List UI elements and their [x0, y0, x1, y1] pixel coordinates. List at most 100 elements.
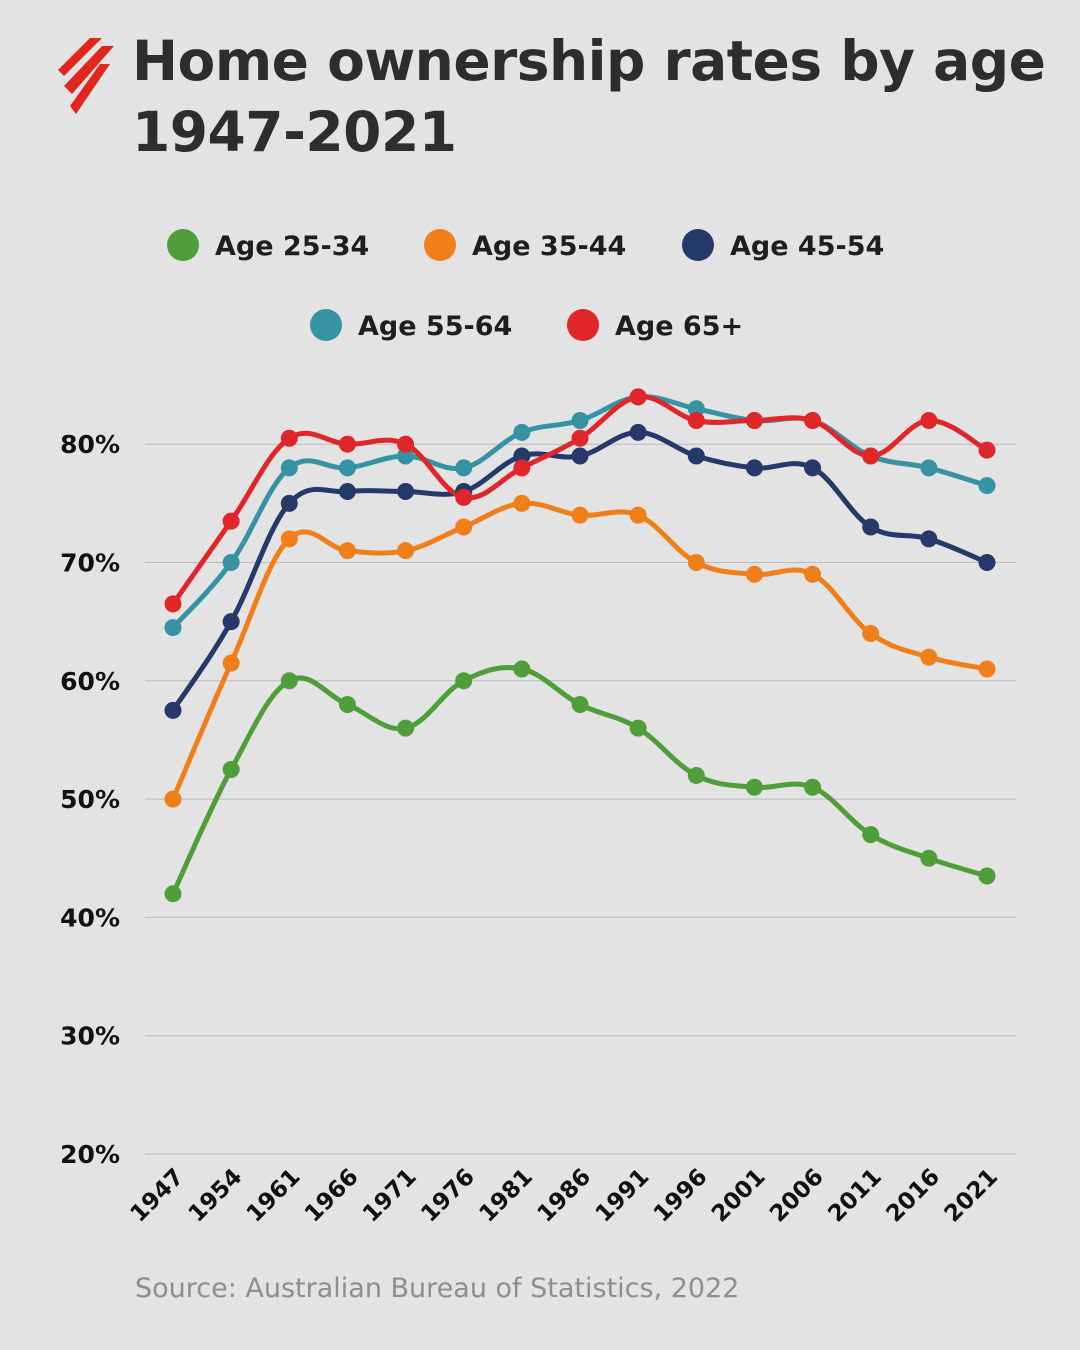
y-tick-label: 40% [60, 903, 120, 932]
chart-title-line-2: 1947-2021 [132, 100, 457, 164]
data-point [687, 766, 705, 784]
x-tick-label: 1976 [416, 1164, 480, 1228]
sbs-logo-icon [58, 38, 114, 114]
data-point [978, 477, 996, 495]
data-point [397, 483, 415, 501]
data-point [338, 695, 356, 713]
data-point [222, 761, 240, 779]
data-point [804, 778, 822, 796]
data-point [280, 672, 298, 690]
legend-marker [167, 229, 199, 261]
data-point [513, 423, 531, 441]
data-point [920, 648, 938, 666]
chart-title: Home ownership rates by age 1947-2021 [132, 26, 1052, 168]
data-point [397, 542, 415, 560]
x-tick-label: 1966 [300, 1164, 364, 1228]
data-point [222, 654, 240, 672]
x-tick-label: 2011 [823, 1164, 887, 1228]
y-tick-label: 20% [60, 1140, 120, 1169]
data-point [455, 518, 473, 536]
x-tick-label: 1947 [126, 1164, 190, 1228]
legend-label: Age 45-54 [730, 231, 884, 262]
data-point [745, 565, 763, 583]
data-point [862, 826, 880, 844]
x-tick-label: 1981 [474, 1164, 538, 1228]
data-point [164, 701, 182, 719]
data-point [687, 412, 705, 430]
data-point [978, 660, 996, 678]
data-point [513, 660, 531, 678]
data-point [629, 388, 647, 406]
x-tick-label: 2021 [940, 1164, 1004, 1228]
series-points [164, 388, 996, 903]
data-point [862, 624, 880, 642]
y-tick-label: 60% [60, 667, 120, 696]
data-point [513, 459, 531, 477]
data-point [455, 459, 473, 477]
data-point [920, 849, 938, 867]
data-point [745, 778, 763, 796]
x-tick-label: 1954 [184, 1164, 248, 1228]
data-point [629, 719, 647, 737]
x-tick-label: 1986 [533, 1164, 597, 1228]
data-point [629, 506, 647, 524]
data-point [280, 530, 298, 548]
data-point [397, 435, 415, 453]
chart-title-line-1: Home ownership rates by age [132, 29, 1046, 93]
data-point [687, 554, 705, 571]
data-point [862, 518, 880, 536]
x-tick-label: 2016 [881, 1164, 945, 1228]
data-point [687, 447, 705, 465]
data-point [978, 441, 996, 459]
legend-marker [567, 309, 599, 341]
data-point [804, 565, 822, 583]
data-point [920, 412, 938, 430]
legend-marker [682, 229, 714, 261]
legend-label: Age 35-44 [472, 231, 626, 262]
data-point [920, 530, 938, 548]
x-tick-label: 1991 [591, 1164, 655, 1228]
data-point [571, 506, 589, 524]
data-point [338, 435, 356, 453]
x-tick-label: 2006 [765, 1164, 829, 1228]
data-point [571, 412, 589, 430]
legend-label: Age 55-64 [358, 311, 512, 342]
data-point [745, 412, 763, 430]
data-point [397, 719, 415, 737]
y-tick-label: 80% [60, 430, 120, 459]
y-tick-label: 30% [60, 1022, 120, 1051]
y-tick-label: 50% [60, 785, 120, 814]
data-point [571, 695, 589, 713]
data-point [513, 494, 531, 512]
y-axis: 20% 30% 40% 50% 60% 70% 80% [60, 430, 120, 1169]
data-point [164, 619, 182, 637]
data-point [455, 488, 473, 506]
x-tick-label: 2001 [707, 1164, 771, 1228]
data-point [804, 459, 822, 477]
legend: Age 25-34 Age 35-44 Age 45-54 Age 55-64 Age … [167, 229, 884, 342]
data-point [745, 459, 763, 477]
data-point [571, 447, 589, 465]
data-point [804, 412, 822, 430]
data-point [397, 447, 415, 465]
data-point [862, 447, 880, 465]
legend-marker [424, 229, 456, 261]
data-point [920, 459, 938, 477]
data-point [280, 459, 298, 477]
legend-label: Age 25-34 [215, 231, 369, 262]
data-point [338, 483, 356, 501]
data-point [222, 613, 240, 631]
data-point [978, 554, 996, 571]
data-point [338, 459, 356, 477]
data-point [455, 672, 473, 690]
x-tick-label: 1971 [358, 1164, 422, 1228]
data-point [164, 595, 182, 613]
data-point [164, 885, 182, 903]
data-point [222, 554, 240, 571]
data-point [280, 429, 298, 447]
data-point [687, 400, 705, 418]
legend-marker [310, 309, 342, 341]
data-point [513, 447, 531, 465]
data-point [280, 494, 298, 512]
